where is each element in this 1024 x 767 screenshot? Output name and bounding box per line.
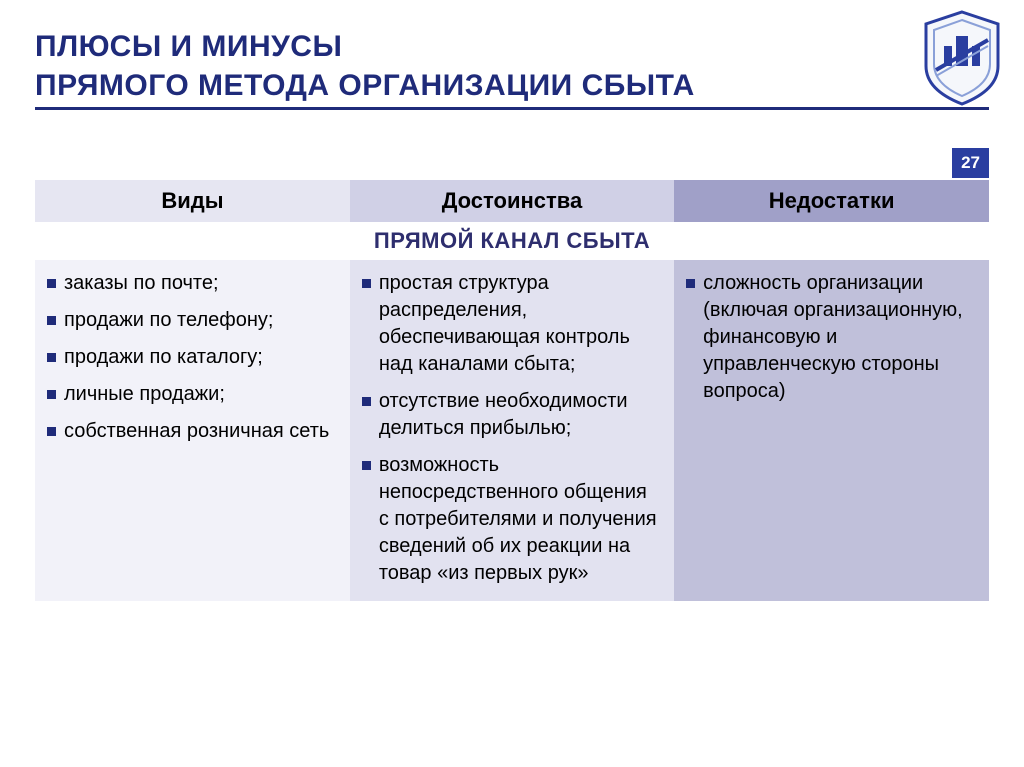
cell-advantages: простая структура распределения, обеспеч… [350,260,674,601]
list-item: продажи по телефону; [47,307,338,334]
bullet-icon [47,279,56,288]
slide-title-line2: ПРЯМОГО МЕТОДА ОРГАНИЗАЦИИ СБЫТА [35,69,989,104]
bullet-icon [47,390,56,399]
list-item: возможность непосредственного общения с … [362,452,662,587]
bullet-icon [686,279,695,288]
cell-disadvantages: сложность организации (включая организац… [674,260,989,601]
column-header-disadvantages: Недостатки [674,180,989,223]
list-item: собственная розничная сеть [47,418,338,445]
section-label: ПРЯМОЙ КАНАЛ СБЫТА [35,223,989,260]
list-item: заказы по почте; [47,270,338,297]
bullet-icon [362,279,371,288]
column-header-advantages: Достоинства [350,180,674,223]
list-item: продажи по каталогу; [47,344,338,371]
list-item: сложность организации (включая организац… [686,270,977,405]
comparison-table: Виды Достоинства Недостатки ПРЯМОЙ КАНАЛ… [35,180,989,601]
bullet-icon [362,397,371,406]
institution-logo-icon [920,10,1004,106]
table-row: заказы по почте; продажи по телефону; пр… [35,260,989,601]
slide-title-line1: ПЛЮСЫ И МИНУСЫ [35,30,989,65]
list-item: личные продажи; [47,381,338,408]
list-item: простая структура распределения, обеспеч… [362,270,662,378]
page-number-badge: 27 [952,148,989,178]
table-section-row: ПРЯМОЙ КАНАЛ СБЫТА [35,223,989,260]
column-header-types: Виды [35,180,350,223]
slide: ПЛЮСЫ И МИНУСЫ ПРЯМОГО МЕТОДА ОРГАНИЗАЦИ… [0,0,1024,621]
bullet-icon [47,427,56,436]
cell-types: заказы по почте; продажи по телефону; пр… [35,260,350,601]
list-item: отсутствие необходимости делиться прибыл… [362,388,662,442]
table-header-row: Виды Достоинства Недостатки [35,180,989,223]
title-underline [35,107,989,110]
bullet-icon [47,353,56,362]
bullet-icon [362,461,371,470]
bullet-icon [47,316,56,325]
